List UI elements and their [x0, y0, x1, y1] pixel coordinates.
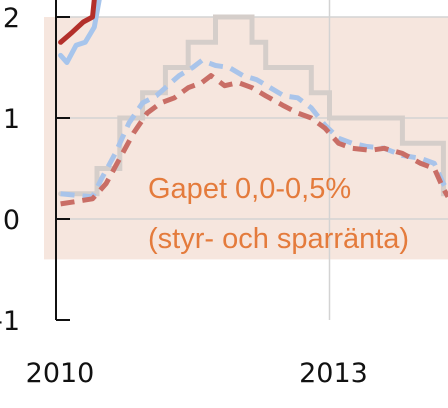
x-ticks: 2010 2013: [26, 358, 368, 389]
series-line-4: [58, 0, 102, 65]
series-line-1: [58, 14, 448, 197]
series-line-3: [60, 73, 448, 207]
x-tick-label: 2013: [299, 358, 368, 389]
series-line-2: [60, 57, 448, 200]
annotation-line-1: Gapet 0,0-0,5%: [148, 173, 351, 205]
y-tick-label: -1: [0, 306, 20, 337]
x-tick-label: 2010: [26, 358, 95, 389]
y-ticks: 2 1 0 -1: [0, 3, 70, 337]
y-tick-label: 1: [3, 104, 20, 135]
y-tick-label: 0: [3, 205, 20, 236]
annotation-line-2: (styr- och sparränta): [148, 223, 409, 255]
series-lines: [58, 0, 448, 207]
y-tick-label: 2: [3, 3, 20, 34]
series-line-5: [58, 0, 97, 45]
